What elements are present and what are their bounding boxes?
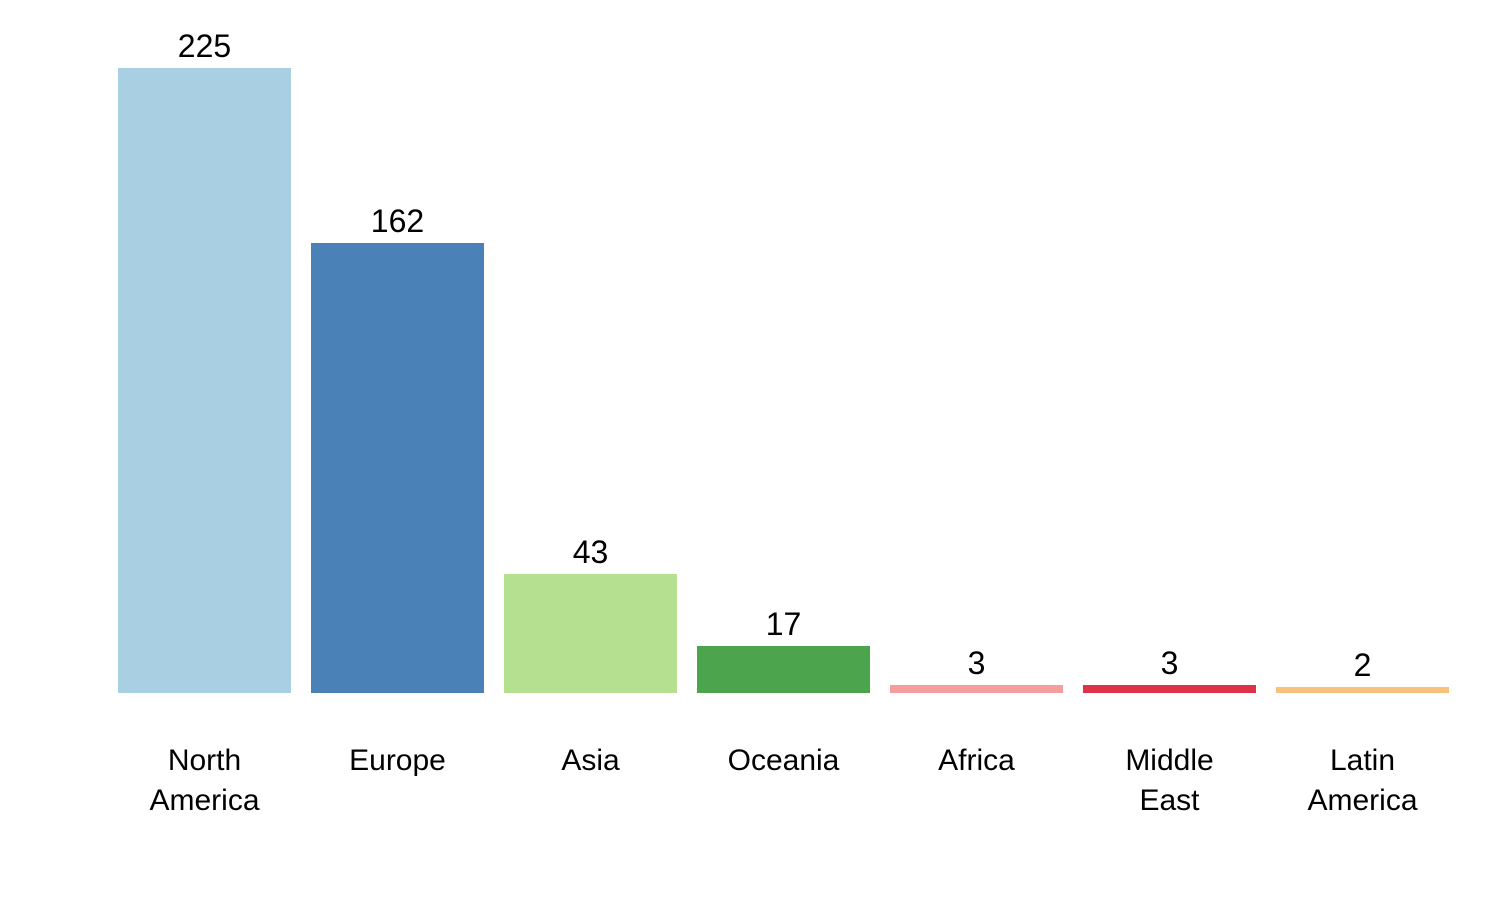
category-tick-label: Asia [561,744,620,777]
category-tick-label: Middle East [1125,744,1214,817]
bar [311,243,484,693]
bar [890,685,1063,693]
category-tick-label: Latin America [1307,744,1418,817]
bar [504,574,677,693]
bar [1083,685,1256,693]
category-tick-label: Europe [349,744,446,777]
bar [118,68,291,693]
category-tick-label: North America [149,744,260,817]
bar-value-label: 2 [1353,647,1372,683]
category-tick-label: Africa [938,744,1015,777]
bar-value-label: 3 [967,645,986,681]
bar-value-label: 43 [572,534,609,570]
bar [697,646,870,693]
bar [1276,687,1449,693]
bar-value-label: 3 [1160,645,1179,681]
category-tick-label: Oceania [727,744,840,777]
bar-value-label: 17 [765,606,802,642]
bar-value-label: 225 [177,28,232,64]
bar-value-label: 162 [370,203,425,239]
